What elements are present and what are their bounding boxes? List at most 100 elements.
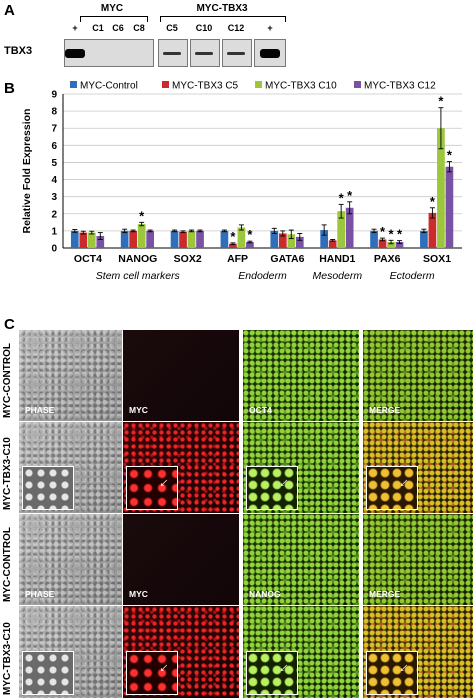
- western-lane-label: C6: [112, 23, 124, 33]
- bar: [170, 230, 179, 248]
- micrograph-merge: ←: [362, 605, 474, 699]
- micrograph-merge: ←: [362, 421, 474, 514]
- micrograph-red: ←: [122, 605, 240, 699]
- micrograph-channel-label: MERGE: [369, 405, 401, 415]
- micrograph-channel-label: PHASE: [25, 405, 55, 415]
- bar: [395, 242, 404, 248]
- bar: [420, 230, 428, 248]
- category-group-label: Mesoderm: [313, 270, 363, 282]
- micrograph-green: OCT4: [242, 329, 360, 422]
- western-group-myc-tbx3-title: MYC-TBX3: [196, 3, 248, 14]
- x-tick-label: HAND1: [319, 253, 355, 265]
- bar: [370, 230, 378, 248]
- micrograph-inset: ←: [246, 651, 298, 695]
- western-band: [260, 49, 280, 58]
- arrow-icon: ←: [151, 470, 173, 492]
- bar: [146, 230, 155, 248]
- bar: [187, 230, 196, 248]
- y-tick-label: 5: [51, 158, 57, 169]
- micrograph-merge-green: MERGE: [362, 329, 474, 422]
- significance-marker: *: [380, 224, 386, 239]
- significance-marker: *: [347, 188, 353, 203]
- bar: [328, 240, 337, 248]
- western-row-label: TBX3: [4, 45, 33, 57]
- bar: [70, 230, 79, 248]
- legend-entry: MYC-TBX3 C10: [265, 81, 337, 92]
- western-band: [227, 52, 245, 55]
- western-lane-label: C8: [133, 23, 145, 33]
- bar-chart: 0 1 2 3 4 5 6 7 8 9 Relative Fold Expression MYC-Co…: [21, 81, 462, 282]
- panel-b-label: B: [4, 80, 15, 97]
- bar: [96, 236, 105, 248]
- x-tick-label: OCT4: [74, 253, 102, 265]
- western-band: [65, 49, 85, 58]
- bar: [445, 166, 454, 248]
- arrow-icon: ←: [271, 470, 293, 492]
- x-tick-label: SOX2: [174, 253, 202, 265]
- micrograph-myc-dim: MYC: [122, 513, 240, 606]
- y-tick-label: 4: [51, 175, 57, 186]
- significance-marker: *: [397, 227, 403, 242]
- micrograph-row-label: MYC-TBX3-C10: [2, 437, 13, 510]
- micrograph-inset: ←: [126, 466, 178, 510]
- category-group-label: Stem cell markers: [96, 270, 181, 282]
- micrograph-merge-green: MERGE: [362, 513, 474, 606]
- legend-entry: MYC-TBX3 C12: [364, 81, 436, 92]
- micrograph-channel-label: NANOG: [249, 589, 281, 599]
- y-tick-label: 3: [51, 192, 57, 203]
- significance-marker: *: [139, 208, 145, 223]
- western-lane-label: C5: [166, 23, 178, 33]
- panel-c-label: C: [4, 316, 15, 333]
- bar: [137, 224, 146, 248]
- arrow-icon: ←: [391, 470, 413, 492]
- micrograph-channel-label: MERGE: [369, 589, 401, 599]
- micrograph-row-label: MYC-CONTROL: [2, 527, 13, 602]
- western-lane-label: +: [72, 23, 78, 33]
- micrograph-channel-label: MYC: [129, 589, 148, 599]
- bar: [387, 242, 395, 248]
- bar: [345, 207, 354, 248]
- y-tick-label: 0: [51, 244, 57, 255]
- x-tick-label: SOX1: [423, 253, 451, 265]
- bar: [287, 234, 296, 248]
- western-group-myc-bracket: [80, 16, 148, 22]
- bar: [229, 243, 237, 248]
- micrograph-row-label: MYC-CONTROL: [2, 343, 13, 418]
- micrograph-channel-label: OCT4: [249, 405, 272, 415]
- panel-a-label: A: [4, 2, 15, 19]
- significance-marker: *: [438, 94, 444, 109]
- legend-entry: MYC-TBX3 C5: [172, 81, 239, 92]
- western-lane-label: +: [267, 23, 273, 33]
- bar: [320, 230, 329, 248]
- micrograph-channel-label: PHASE: [25, 589, 55, 599]
- micrograph-inset: ←: [246, 466, 298, 510]
- western-lane-label: C10: [195, 23, 213, 33]
- legend-swatch: [162, 81, 169, 88]
- western-lane-label: C12: [227, 23, 245, 33]
- category-group-label: Endoderm: [238, 270, 287, 282]
- arrow-icon: ←: [151, 655, 173, 677]
- significance-marker: *: [230, 229, 236, 244]
- bar: [220, 230, 229, 248]
- bar: [179, 231, 187, 248]
- y-tick-label: 1: [51, 226, 57, 237]
- bar: [237, 227, 246, 248]
- bar: [196, 230, 204, 248]
- bar: [79, 232, 88, 248]
- micrograph-myc-dim: MYC: [122, 329, 240, 422]
- bar: [278, 233, 287, 248]
- category-group-label: Ectoderm: [390, 270, 435, 282]
- micrograph-inset: ←: [366, 651, 418, 695]
- bar: [428, 212, 437, 248]
- legend-swatch: [70, 81, 77, 88]
- micrograph-green: NANOG: [242, 513, 360, 606]
- western-group-myc-title: MYC: [100, 3, 124, 14]
- y-tick-label: 6: [51, 141, 57, 152]
- micrograph-inset: [22, 466, 74, 510]
- micrograph-green: ←: [242, 605, 360, 699]
- western-band: [163, 52, 181, 55]
- micrograph-green: ←: [242, 421, 360, 514]
- y-axis-label: Relative Fold Expression: [21, 109, 33, 234]
- bar: [246, 242, 254, 248]
- significance-marker: *: [447, 148, 453, 163]
